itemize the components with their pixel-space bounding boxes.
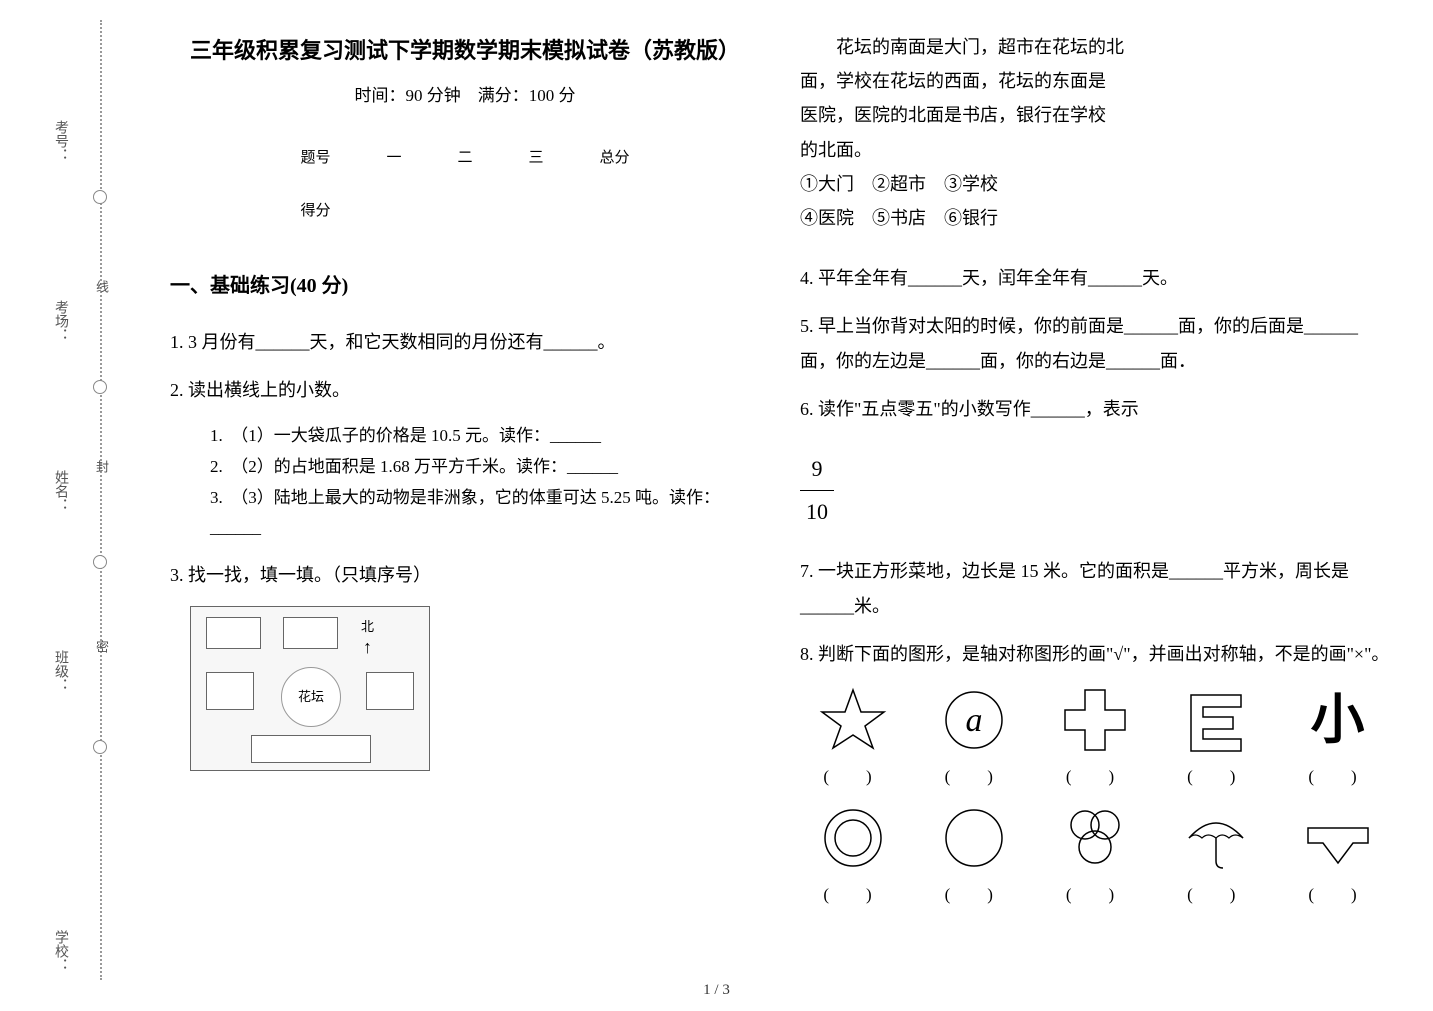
- dotted-seal-line: [100, 20, 102, 980]
- shapes-row-2: ( ) ( ) ( ): [800, 803, 1390, 911]
- answer-paren: ( ): [1164, 761, 1269, 793]
- passage-line: 面，学校在花坛的西面，花坛的东面是: [800, 64, 1390, 98]
- shape-circle: ( ): [921, 803, 1026, 911]
- score-header: 题号: [272, 132, 358, 185]
- score-table: 题号 一 二 三 总分 得分: [272, 132, 657, 237]
- at-icon: a: [939, 685, 1009, 755]
- shape-e-block: ( ): [1164, 685, 1269, 793]
- seal-char: 封: [92, 460, 111, 473]
- question-7: 7. 一块正方形菜地，边长是 15 米。它的面积是______平方米，周长是__…: [800, 554, 1390, 622]
- score-header: 总分: [572, 132, 658, 185]
- xiao-char-icon: 小: [1285, 685, 1390, 755]
- map-rect: [206, 617, 261, 649]
- passage-line: ④医院 ⑤书店 ⑥银行: [800, 201, 1390, 235]
- question-2: 2. 读出横线上的小数。: [170, 373, 760, 407]
- shapes-row-1: ( ) a ( ) ( ) ( ): [800, 685, 1390, 793]
- shape-cross: ( ): [1043, 685, 1148, 793]
- page-content: 三年级积累复习测试下学期数学期末模拟试卷（苏教版） 时间：90 分钟 满分：10…: [150, 30, 1410, 970]
- question-2-sub-2: 2. （2）的占地面积是 1.68 万平方千米。读作：______: [210, 452, 760, 483]
- question-2-sub-1: 1. （1）一大袋瓜子的价格是 10.5 元。读作：______: [210, 421, 760, 452]
- answer-paren: ( ): [800, 761, 905, 793]
- shape-star: ( ): [800, 685, 905, 793]
- answer-paren: ( ): [1043, 879, 1148, 911]
- map-rect: [366, 672, 414, 710]
- left-column: 三年级积累复习测试下学期数学期末模拟试卷（苏教版） 时间：90 分钟 满分：10…: [150, 30, 780, 970]
- arrow-shape-icon: [1303, 803, 1373, 873]
- three-circles-icon: [1055, 803, 1135, 873]
- seal-circle: [93, 190, 107, 204]
- star-icon: [818, 685, 888, 755]
- fraction-numerator: 9: [800, 448, 834, 491]
- answer-paren: ( ): [1285, 879, 1390, 911]
- binding-edge: 考号： 考场： 姓名： 班级： 学校： 线 封 密: [0, 0, 140, 1011]
- question-8: 8. 判断下面的图形，是轴对称图形的画"√"，并画出对称轴，不是的画"×"。: [800, 637, 1390, 671]
- north-indicator: 北 ↑: [361, 615, 374, 654]
- binding-label-exam-number: 考号：: [50, 120, 70, 162]
- north-arrow-icon: ↑: [361, 640, 374, 654]
- binding-label-name: 姓名：: [50, 470, 70, 512]
- passage-line: 花坛的南面是大门，超市在花坛的北: [800, 30, 1390, 64]
- fraction-denominator: 10: [800, 491, 834, 533]
- score-header: 二: [429, 132, 500, 185]
- binding-label-class: 班级：: [50, 650, 70, 692]
- concentric-circle-icon: [818, 803, 888, 873]
- question-1: 1. 3 月份有______天，和它天数相同的月份还有______。: [170, 325, 760, 359]
- right-column: 花坛的南面是大门，超市在花坛的北 面，学校在花坛的西面，花坛的东面是 医院，医院…: [780, 30, 1410, 970]
- seal-circle: [93, 740, 107, 754]
- passage-line: 的北面。: [800, 133, 1390, 167]
- map-rect: [283, 617, 338, 649]
- cross-icon: [1060, 685, 1130, 755]
- map-center-flower: 花坛: [281, 667, 341, 727]
- question-5: 5. 早上当你背对太阳的时候，你的前面是______面，你的后面是______面…: [800, 309, 1390, 377]
- score-row-label: 得分: [272, 185, 358, 238]
- section-1-title: 一、基础练习(40 分): [170, 267, 760, 305]
- answer-paren: ( ): [921, 761, 1026, 793]
- answer-paren: ( ): [921, 879, 1026, 911]
- shape-xiao-character: 小 ( ): [1285, 685, 1390, 793]
- score-header: 一: [358, 132, 429, 185]
- passage-line: ①大门 ②超市 ③学校: [800, 167, 1390, 201]
- shape-arrow-down: ( ): [1285, 803, 1390, 911]
- binding-label-school: 学校：: [50, 930, 70, 972]
- fraction-9-10: 9 10: [800, 448, 834, 533]
- question-3: 3. 找一找，填一填。（只填序号）: [170, 558, 760, 592]
- flower-label: 花坛: [298, 685, 324, 710]
- seal-char: 密: [92, 640, 111, 653]
- exam-title: 三年级积累复习测试下学期数学期末模拟试卷（苏教版）: [170, 30, 760, 72]
- shape-three-circles: ( ): [1043, 803, 1148, 911]
- direction-map: 北 ↑ 花坛: [190, 606, 430, 771]
- answer-paren: ( ): [1164, 879, 1269, 911]
- answer-paren: ( ): [800, 879, 905, 911]
- answer-paren: ( ): [1285, 761, 1390, 793]
- question-2-sub-3: 3. （3）陆地上最大的动物是非洲象，它的体重可达 5.25 吨。读作：____…: [210, 483, 760, 544]
- map-rect: [251, 735, 371, 763]
- binding-label-exam-room: 考场：: [50, 300, 70, 342]
- e-shape-icon: [1181, 685, 1251, 755]
- map-rect: [206, 672, 254, 710]
- seal-circle: [93, 555, 107, 569]
- question-6: 6. 读作"五点零五"的小数写作______，表示: [800, 392, 1390, 426]
- passage-line: 医院，医院的北面是书店，银行在学校: [800, 98, 1390, 132]
- answer-paren: ( ): [1043, 761, 1148, 793]
- exam-subtitle: 时间：90 分钟 满分：100 分: [170, 80, 760, 112]
- shape-at-symbol: a ( ): [921, 685, 1026, 793]
- circle-icon: [939, 803, 1009, 873]
- seal-char: 线: [92, 280, 111, 293]
- page-number: 1 / 3: [703, 982, 730, 999]
- seal-circle: [93, 380, 107, 394]
- score-header: 三: [501, 132, 572, 185]
- shape-double-circle: ( ): [800, 803, 905, 911]
- umbrella-icon: [1181, 803, 1251, 873]
- svg-text:a: a: [965, 702, 982, 739]
- question-4: 4. 平年全年有______天，闰年全年有______天。: [800, 261, 1390, 295]
- shape-umbrella: ( ): [1164, 803, 1269, 911]
